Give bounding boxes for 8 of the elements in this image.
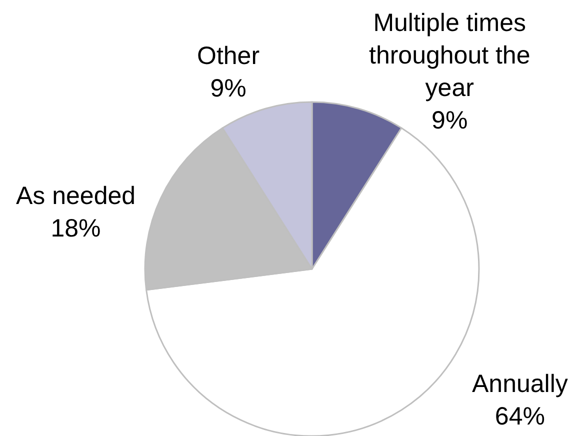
data-label: 9% xyxy=(210,74,246,102)
data-label: 9% xyxy=(432,106,468,134)
slice-label: Other xyxy=(197,42,260,70)
slice-label: Annually xyxy=(472,370,568,398)
data-label: 18% xyxy=(50,214,101,242)
slice-label: As needed xyxy=(16,182,136,210)
slice-label: Multiple times throughout the year xyxy=(369,9,530,102)
data-label: 64% xyxy=(494,402,545,430)
